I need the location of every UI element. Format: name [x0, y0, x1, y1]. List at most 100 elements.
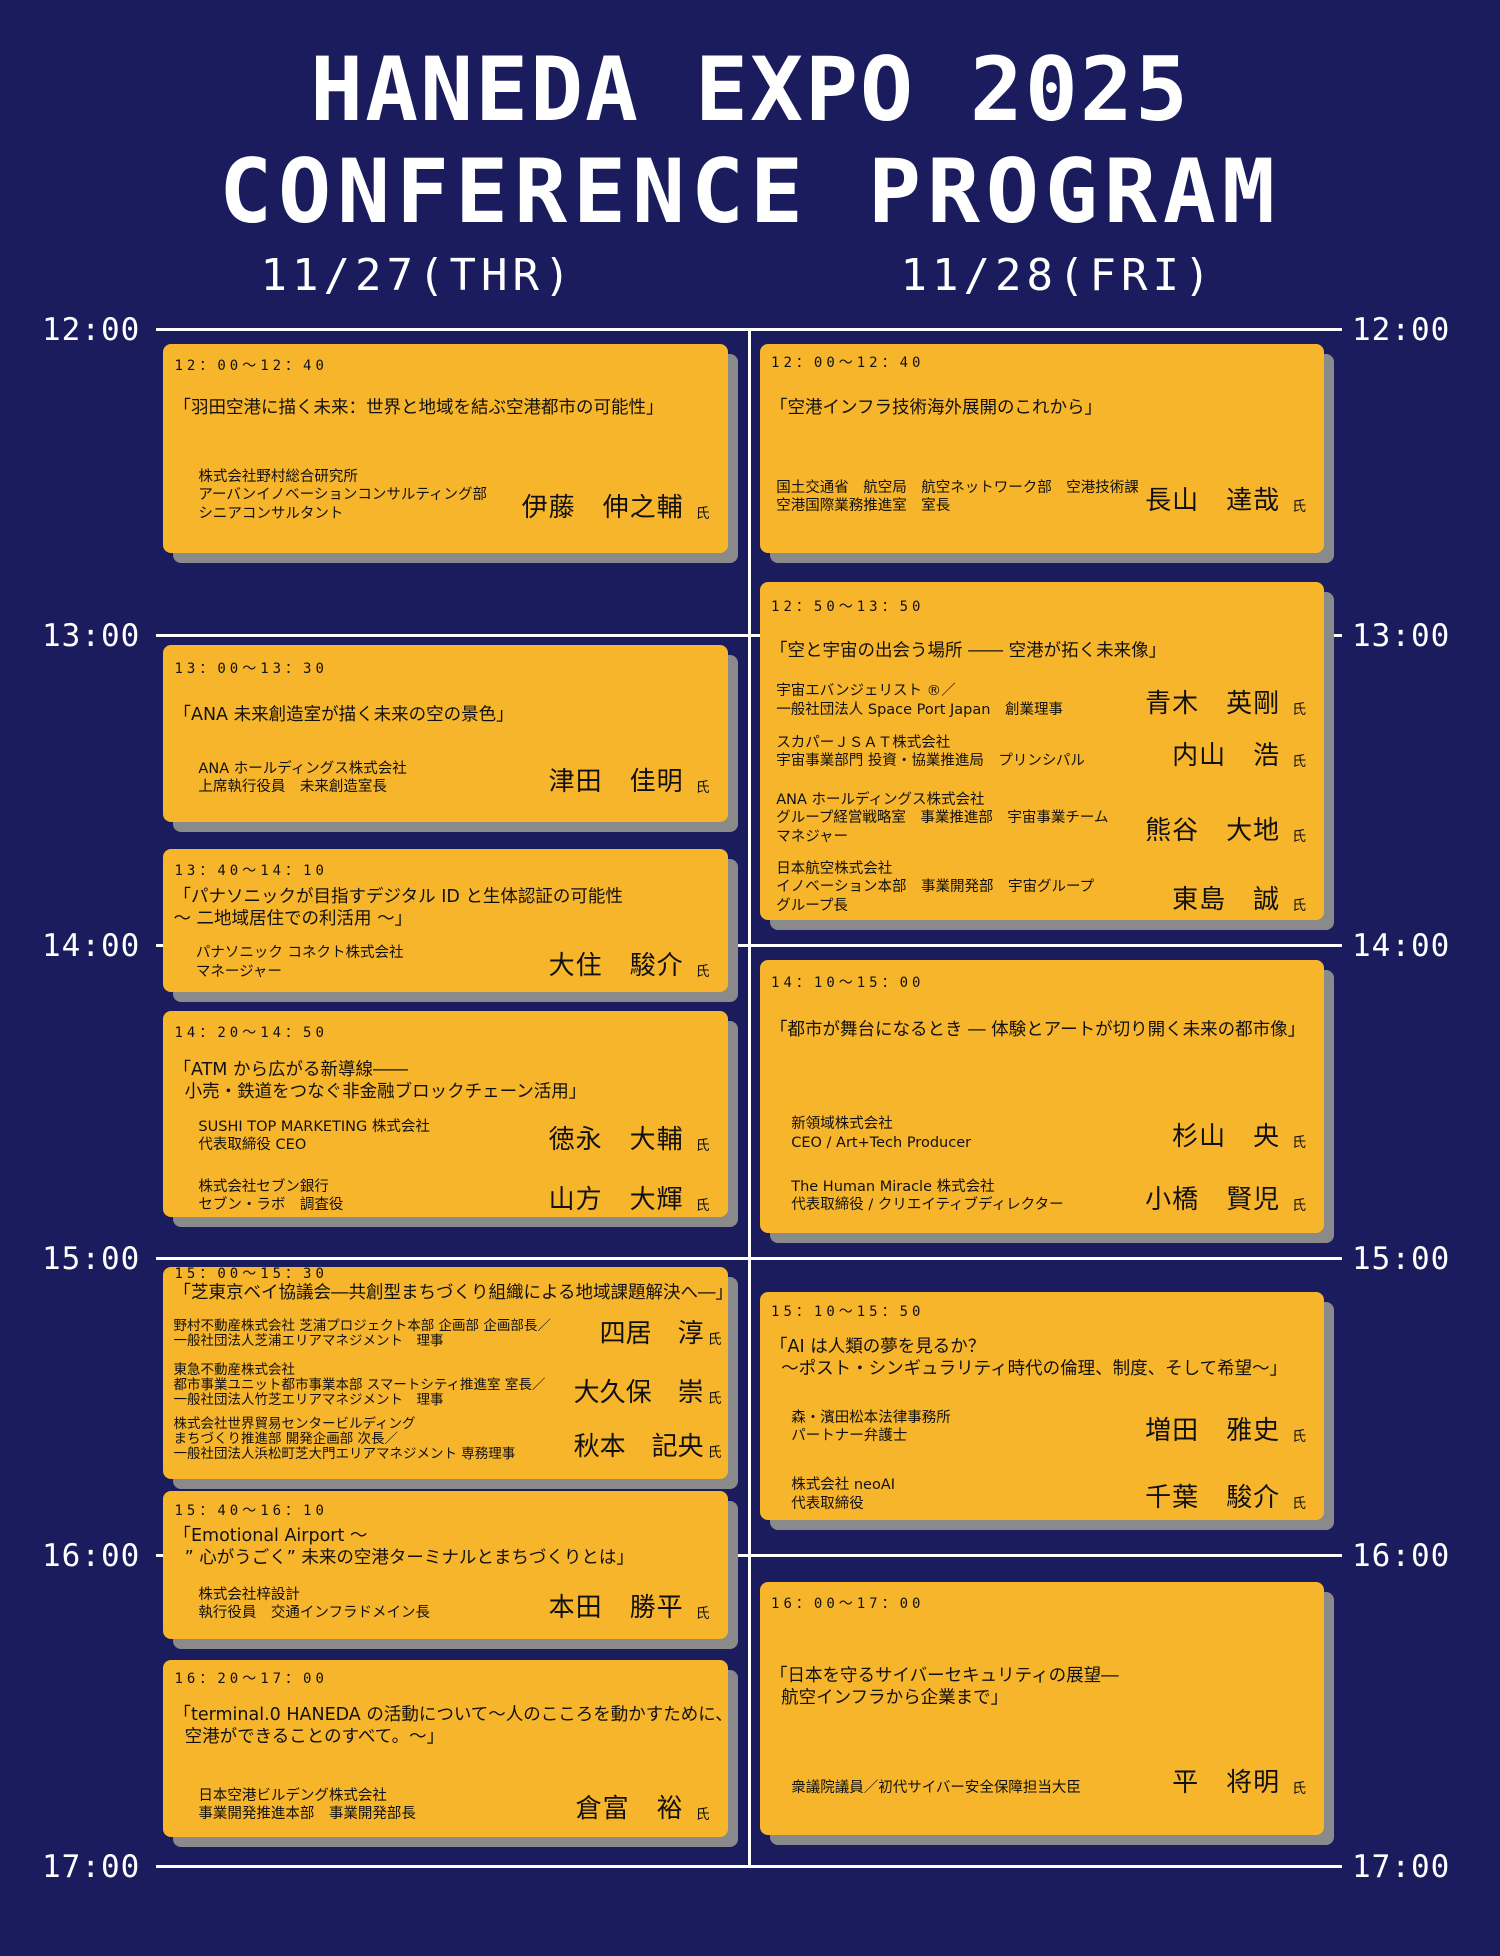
- title-line-2: CONFERENCE PROGRAM: [219, 140, 1281, 243]
- session-card[interactable]: 15：10〜15：50 「AI は人類の夢を見るか？ 〜ポスト・シンギュラリティ時…: [760, 1291, 1325, 1521]
- speaker: 日本空港ビルデング株式会社 事業開発推進本部 事業開発部長 倉富 裕氏: [198, 1787, 709, 1824]
- honorific: 氏: [1292, 753, 1307, 770]
- session-card[interactable]: 12：00〜12：40 「空港インフラ技術海外展開のこれから」 国土交通省 航空局 …: [760, 344, 1325, 553]
- speaker-name: 山方 大輝: [548, 1184, 684, 1215]
- speaker-name-group: 平 将明氏: [1172, 1768, 1306, 1798]
- speaker-name-group: 熊谷 大地氏: [1145, 816, 1306, 846]
- time-label-left: 15:00: [42, 1241, 141, 1277]
- day-divider: [748, 329, 751, 1867]
- speaker-name: 倉富 裕: [575, 1793, 684, 1824]
- session-title: 「芝東京ベイ協議会―共創型まちづくり組織による地域課題解決へ―」: [173, 1282, 733, 1303]
- speaker-affiliation: 森・濱田松本法律事務所 パートナー弁護士: [791, 1409, 951, 1445]
- speaker: 株式会社 neoAI 代表取締役 千葉 駿介氏: [791, 1476, 1306, 1513]
- speaker-affiliation: 宇宙エバンジェリスト ®／ 一般社団法人 Space Port Japan 創業…: [776, 683, 1063, 718]
- honorific: 氏: [707, 1445, 722, 1462]
- speaker-affiliation: 株式会社 neoAI 代表取締役: [791, 1477, 896, 1512]
- hour-line: [156, 634, 1342, 637]
- speaker-affiliation: 株式会社野村総合研究所 アーバンイノベーションコンサルティング部 シニアコンサル…: [198, 468, 487, 522]
- speaker-name: 津田 佳明: [548, 766, 684, 797]
- honorific: 氏: [1292, 1428, 1307, 1445]
- session-title: 「terminal.0 HANEDA の活動について〜人のこころを動かすために、…: [173, 1704, 733, 1747]
- honorific: 氏: [695, 1605, 710, 1622]
- time-label-left: 14:00: [42, 928, 141, 964]
- honorific: 氏: [1292, 898, 1307, 915]
- speaker-name-group: 津田 佳明氏: [549, 767, 710, 797]
- hour-line: [156, 328, 1342, 331]
- session-time: 15：00〜15：30: [174, 1266, 328, 1283]
- speaker-name-group: 内山 浩氏: [1172, 741, 1306, 771]
- session-card[interactable]: 12：50〜13：50 「空と宇宙の出会う場所 ―― 空港が拓く未来像」宇宙エバン…: [760, 581, 1325, 920]
- hour-line: [156, 1257, 1342, 1260]
- speaker: 国土交通省 航空局 航空ネットワーク部 空港技術課 空港国際業務推進室 室長 長山…: [776, 479, 1306, 516]
- speaker-affiliation: 東急不動産株式会社 都市事業ユニット都市事業本部 スマートシティ推進室 室長／ …: [173, 1361, 546, 1408]
- speaker-affiliation: 野村不動産株式会社 芝浦プロジェクト本部 企画部 企画部長／ 一般社団法人芝浦エ…: [173, 1317, 551, 1349]
- speaker-name: 熊谷 大地: [1145, 816, 1281, 847]
- speaker: 株式会社世界貿易センタービルディング まちづくり推進部 開発企画部 次長／ 一般…: [173, 1417, 722, 1463]
- session-card[interactable]: 14：10〜15：00 「都市が舞台になるとき ― 体験とアートが切り開く未来の都…: [760, 959, 1325, 1233]
- speaker-name: 秋本 記央: [573, 1432, 704, 1463]
- time-label-left: 16:00: [42, 1538, 141, 1574]
- honorific: 氏: [707, 1331, 722, 1348]
- session-time: 13：40〜14：10: [174, 863, 328, 880]
- speaker-name-group: 伊藤 伸之輔氏: [522, 493, 710, 523]
- title-line-1: HANEDA EXPO 2025: [310, 38, 1190, 141]
- time-label-right: 16:00: [1352, 1538, 1451, 1574]
- speaker: 野村不動産株式会社 芝浦プロジェクト本部 企画部 企画部長／ 一般社団法人芝浦エ…: [173, 1317, 722, 1349]
- speaker-name-group: 大住 駿介氏: [549, 951, 710, 981]
- speaker-affiliation: 新領域株式会社 CEO / Art+Tech Producer: [791, 1116, 972, 1151]
- speaker-name-group: 倉富 裕氏: [576, 1794, 710, 1824]
- session-title: 「日本を守るサイバーセキュリティの展望― 航空インフラから企業まで」: [770, 1666, 1119, 1709]
- session-card[interactable]: 12：00〜12：40 「羽田空港に描く未来：世界と地域を結ぶ空港都市の可能性」株…: [163, 344, 728, 553]
- session-time: 16：00〜17：00: [771, 1595, 925, 1612]
- speaker-name-group: 山方 大輝氏: [549, 1185, 710, 1215]
- speaker: 新領域株式会社 CEO / Art+Tech Producer 杉山 央氏: [791, 1115, 1306, 1152]
- speaker: スカパーＪＳＡＴ株式会社 宇宙事業部門 投資・協業推進局 プリンシパル 内山 浩氏: [776, 734, 1306, 771]
- speaker: 東急不動産株式会社 都市事業ユニット都市事業本部 スマートシティ推進室 室長／ …: [173, 1361, 722, 1408]
- honorific: 氏: [1292, 498, 1307, 515]
- speaker-name: 伊藤 伸之輔: [521, 493, 684, 524]
- speaker: 株式会社梓設計 執行役員 交通インフラドメイン長 本田 勝平氏: [198, 1586, 709, 1623]
- session-card[interactable]: 13：40〜14：10 「パナソニックが目指すデジタル ID と生体認証の可能性 …: [163, 848, 728, 993]
- session-card[interactable]: 14：20〜14：50 「ATM から広がる新導線―― 小売・鉄道をつなぐ非金融ブ…: [163, 1010, 728, 1217]
- honorific: 氏: [695, 506, 710, 523]
- speaker-name-group: 杉山 央氏: [1172, 1122, 1306, 1152]
- speaker-name: 四居 淳: [599, 1318, 704, 1349]
- speaker-name-group: 大久保 崇氏: [574, 1378, 722, 1408]
- speaker-affiliation: パナソニック コネクト株式会社 マネージャー: [195, 945, 404, 980]
- session-card[interactable]: 13：00〜13：30 「ANA 未来創造室が描く未来の空の景色」 ANA ホールデ…: [163, 645, 728, 823]
- speaker-name: 小橋 賢児: [1145, 1184, 1281, 1215]
- speaker-name: 徳永 大輔: [548, 1124, 684, 1155]
- hour-line: [156, 1865, 1342, 1868]
- time-label-right: 17:00: [1352, 1849, 1451, 1885]
- speaker-affiliation: 日本空港ビルデング株式会社 事業開発推進本部 事業開発部長: [198, 1787, 416, 1823]
- session-time: 12：50〜13：50: [771, 598, 925, 615]
- session-card[interactable]: 16：00〜17：00 「日本を守るサイバーセキュリティの展望― 航空インフラから…: [760, 1582, 1325, 1835]
- session-card[interactable]: 15：40〜16：10 「Emotional Airport 〜 ” 心がうごく”…: [163, 1491, 728, 1639]
- speaker-name-group: 本田 勝平氏: [549, 1593, 710, 1623]
- time-label-right: 13:00: [1352, 618, 1451, 654]
- speaker-affiliation: 株式会社セブン銀行 セブン・ラボ 調査役: [198, 1178, 344, 1214]
- honorific: 氏: [1292, 702, 1307, 719]
- speaker: SUSHI TOP MARKETING 株式会社 代表取締役 CEO 徳永 大輔氏: [198, 1118, 709, 1155]
- speaker-name-group: 秋本 記央氏: [574, 1432, 722, 1462]
- session-title: 「空と宇宙の出会う場所 ―― 空港が拓く未来像」: [770, 641, 1167, 662]
- hour-line: [156, 1554, 1342, 1557]
- session-time: 15：40〜16：10: [174, 1503, 328, 1520]
- session-card[interactable]: 16：20〜17：00 「terminal.0 HANEDA の活動について〜人の…: [163, 1659, 733, 1838]
- day-label-thu: 11/27(THR): [260, 250, 576, 301]
- speaker-name-group: 小橋 賢児氏: [1145, 1185, 1306, 1215]
- session-card[interactable]: 15：00〜15：30 「芝東京ベイ協議会―共創型まちづくり組織による地域課題解決…: [163, 1266, 733, 1479]
- time-label-left: 17:00: [42, 1849, 141, 1885]
- speaker-name: 増田 雅史: [1145, 1415, 1281, 1446]
- honorific: 氏: [1292, 1197, 1307, 1214]
- honorific: 氏: [707, 1390, 722, 1407]
- speaker-name: 内山 浩: [1172, 740, 1281, 771]
- speaker-affiliation: スカパーＪＳＡＴ株式会社 宇宙事業部門 投資・協業推進局 プリンシパル: [776, 734, 1085, 770]
- session-title: 「AI は人類の夢を見るか？ 〜ポスト・シンギュラリティ時代の倫理、制度、そして…: [770, 1336, 1288, 1379]
- honorific: 氏: [695, 964, 710, 981]
- time-label-right: 14:00: [1352, 928, 1451, 964]
- speaker-affiliation: SUSHI TOP MARKETING 株式会社 代表取締役 CEO: [198, 1118, 430, 1154]
- honorific: 氏: [1292, 1780, 1307, 1797]
- speaker-affiliation: 株式会社梓設計 執行役員 交通インフラドメイン長: [198, 1586, 430, 1622]
- speaker-name-group: 徳永 大輔氏: [549, 1125, 710, 1155]
